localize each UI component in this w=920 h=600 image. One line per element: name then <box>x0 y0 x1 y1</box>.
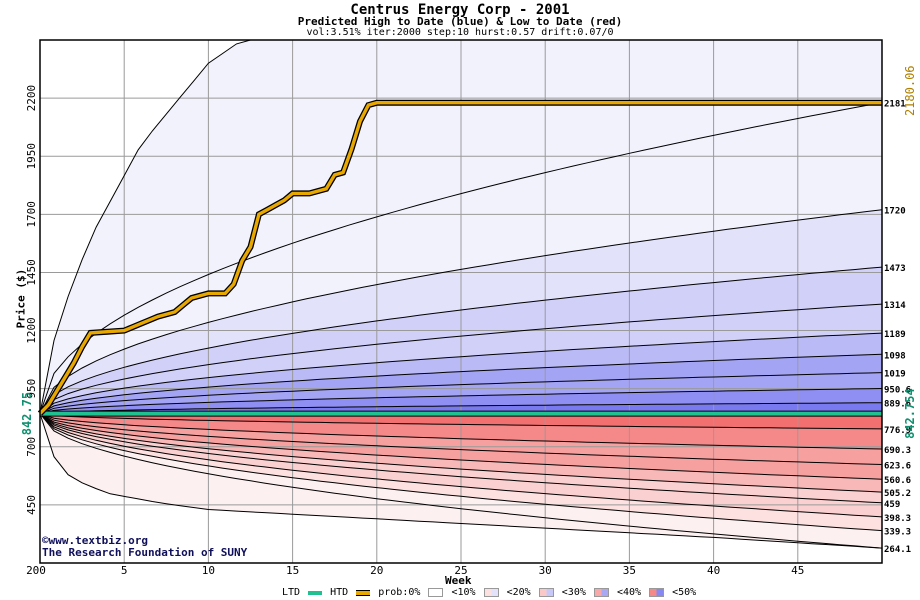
legend: LTD HTD prob:0% <10% <20% <30% <40% <50% <box>282 587 696 599</box>
x-axis-label: Week <box>445 574 472 587</box>
y-tick-label: 1200 <box>25 317 38 344</box>
legend-swatch-0 <box>428 588 444 597</box>
legend-p40: <40% <box>616 587 642 598</box>
credit-website[interactable]: ©www.textbiz.org <box>42 534 148 547</box>
legend-swatch-10 <box>483 588 499 597</box>
y-tick-label: 1700 <box>25 201 38 228</box>
x-tick-label-origin: 200 <box>26 564 46 577</box>
contour-value-label: 1720 <box>884 207 906 217</box>
contour-line <box>39 209 883 414</box>
chart-subtitle: Predicted High to Date (blue) & Low to D… <box>297 15 623 28</box>
contour-line <box>39 332 883 415</box>
contour-value-label: 690.3 <box>884 446 911 456</box>
chart-title: Centrus Energy Corp - 2001 <box>350 2 570 18</box>
contour-value-label: 1019 <box>884 370 906 380</box>
contour-line <box>39 388 883 415</box>
contour-value-label: 2181 <box>884 100 906 110</box>
contour-value-label: 505.2 <box>884 489 911 499</box>
htd-line <box>38 100 882 415</box>
contour-value-label: 1098 <box>884 351 906 361</box>
x-tick-label: 10 <box>202 564 215 577</box>
contour-line <box>39 413 883 493</box>
contour-line <box>39 102 883 414</box>
y-axis-label: Price ($) <box>14 268 28 329</box>
htd-final-label: 2180.06 <box>903 65 917 116</box>
x-tick-label: 20 <box>370 564 383 577</box>
y-tick-label: 2200 <box>25 85 38 112</box>
contour-line <box>39 353 883 415</box>
x-tick-label: 30 <box>539 564 552 577</box>
x-tick-label: 15 <box>286 564 299 577</box>
legend-swatch-20 <box>538 588 554 597</box>
legend-p30: <30% <box>561 587 586 598</box>
y-tick-label: 450 <box>25 495 38 515</box>
credit-organization: The Research Foundation of SUNY <box>42 546 248 559</box>
contour-value-label: 339.3 <box>884 528 911 538</box>
contour-value-label: 264.1 <box>884 545 911 555</box>
legend-p10: <10% <box>451 587 476 598</box>
high-band <box>40 304 882 414</box>
contour-line <box>39 413 883 518</box>
simulation-params: vol:3.51% iter:2000 step:10 hurst:0.57 d… <box>306 27 614 38</box>
contour-line <box>39 372 883 415</box>
contour-value-label: 1189 <box>884 330 906 340</box>
axes <box>39 39 883 564</box>
legend-htd-swatch <box>356 589 371 596</box>
start-price-label: 842.75 <box>20 392 34 435</box>
x-tick-label: 25 <box>454 564 467 577</box>
contour-value-label: 1314 <box>884 301 906 311</box>
legend-htd-label: HTD <box>330 587 349 598</box>
plot-frame <box>39 39 883 564</box>
high-band <box>40 333 882 414</box>
low-band <box>40 413 882 480</box>
contour-line <box>39 266 883 414</box>
contour-line <box>39 413 883 504</box>
x-tick-label: 45 <box>791 564 804 577</box>
contour-value-label: 776.9 <box>884 426 911 436</box>
contour-line <box>39 303 883 414</box>
contour-line <box>39 413 883 465</box>
legend-p20: <20% <box>506 587 531 598</box>
legend-swatch-30 <box>593 588 609 597</box>
x-tick-label: 35 <box>623 564 636 577</box>
contour-line <box>39 413 883 532</box>
y-tick-label: 700 <box>25 437 38 457</box>
contour-value-label: 398.3 <box>884 514 911 524</box>
contour-value-label: 459 <box>884 500 900 510</box>
x-tick-label: 40 <box>707 564 720 577</box>
legend-ltd-swatch <box>308 590 323 595</box>
legend-swatch-40 <box>649 588 665 597</box>
y-tick-label: 1950 <box>25 143 38 170</box>
series-lines <box>37 99 882 417</box>
contour-value-label: 950.6 <box>884 386 911 396</box>
contour-line <box>39 413 883 549</box>
low-band <box>40 413 882 493</box>
ltd-final-label: 842.754 <box>903 388 917 439</box>
high-band <box>40 40 882 414</box>
tick-and-value-labels: 200 5 10 15 20 25 30 35 40 45 450 700 950 1200 1450 170… <box>20 65 917 577</box>
x-tick-label: 5 <box>121 564 128 577</box>
contour-value-label: 560.6 <box>884 476 911 486</box>
contour-line <box>39 413 883 430</box>
contour-value-label: 1473 <box>884 264 906 274</box>
legend-ltd-label: LTD <box>282 587 301 598</box>
contour-value-label: 623.6 <box>884 462 911 472</box>
legend-prob-label: prob:0% <box>378 587 421 598</box>
contour-line <box>39 402 883 415</box>
contour-line <box>39 413 883 480</box>
contour-line <box>39 413 883 450</box>
high-band <box>40 209 882 414</box>
legend-p50: <50% <box>672 587 697 598</box>
contour-value-label: 889.6 <box>884 400 911 410</box>
high-band <box>40 267 882 414</box>
contour-line <box>39 413 883 549</box>
y-tick-label: 1450 <box>25 259 38 286</box>
y-tick-label: 950 <box>25 379 38 399</box>
